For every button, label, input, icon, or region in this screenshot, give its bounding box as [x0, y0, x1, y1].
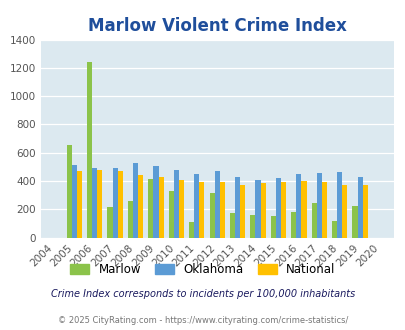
Bar [199, 182, 204, 238]
Title: Marlow Violent Crime Index: Marlow Violent Crime Index [87, 17, 346, 35]
Bar [153, 166, 158, 238]
Bar [260, 183, 265, 238]
Bar [133, 163, 138, 238]
Bar [148, 179, 153, 238]
Bar [158, 177, 163, 238]
Bar [296, 174, 301, 238]
Bar [189, 222, 194, 238]
Bar [66, 145, 72, 238]
Bar [179, 180, 183, 238]
Bar [173, 170, 179, 238]
Bar [290, 212, 296, 238]
Text: Crime Index corresponds to incidents per 100,000 inhabitants: Crime Index corresponds to incidents per… [51, 289, 354, 299]
Bar [341, 184, 347, 238]
Bar [128, 201, 133, 238]
Bar [72, 165, 77, 238]
Bar [87, 62, 92, 238]
Bar [209, 193, 214, 238]
Bar [336, 172, 341, 238]
Bar [234, 177, 240, 238]
Bar [255, 180, 260, 238]
Bar [219, 182, 224, 238]
Bar [138, 175, 143, 238]
Bar [229, 213, 234, 238]
Bar [240, 185, 245, 238]
Bar [362, 184, 367, 238]
Bar [168, 191, 173, 238]
Bar [92, 168, 97, 238]
Bar [194, 174, 199, 238]
Bar [275, 178, 280, 238]
Bar [214, 171, 219, 238]
Bar [352, 206, 357, 238]
Bar [250, 215, 255, 238]
Legend: Marlow, Oklahoma, National: Marlow, Oklahoma, National [66, 258, 339, 281]
Bar [321, 182, 326, 238]
Bar [357, 177, 362, 238]
Bar [331, 221, 336, 238]
Bar [107, 207, 112, 238]
Bar [112, 168, 117, 238]
Bar [77, 171, 82, 238]
Bar [117, 171, 122, 238]
Text: © 2025 CityRating.com - https://www.cityrating.com/crime-statistics/: © 2025 CityRating.com - https://www.city… [58, 316, 347, 325]
Bar [316, 173, 321, 238]
Bar [280, 182, 286, 238]
Bar [311, 203, 316, 238]
Bar [270, 216, 275, 238]
Bar [97, 170, 102, 238]
Bar [301, 181, 306, 238]
